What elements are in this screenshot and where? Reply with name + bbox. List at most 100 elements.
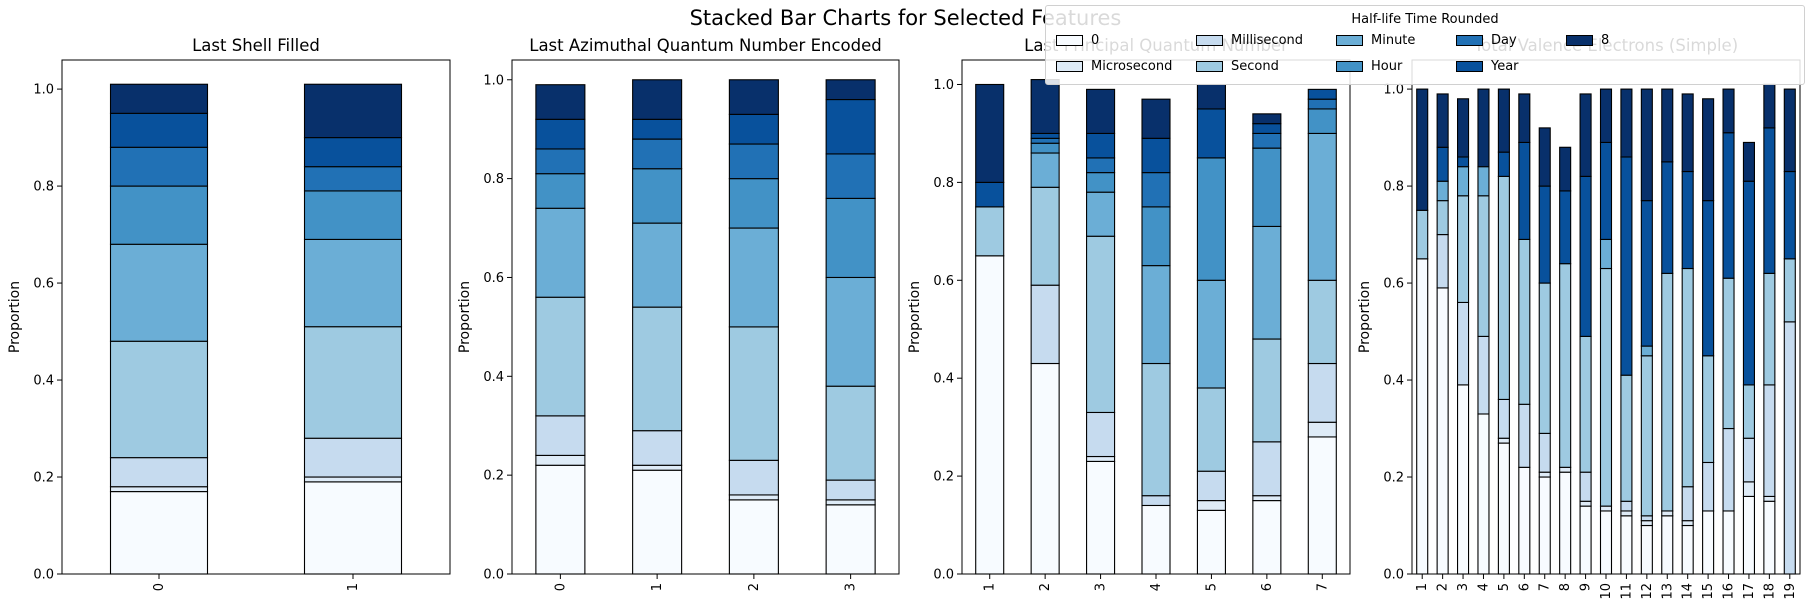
bar-segment [825, 479, 876, 501]
bar-segment [1196, 279, 1226, 389]
bar-segment [1599, 510, 1613, 575]
x-tick-label: 0 [553, 583, 568, 591]
legend-swatch [1196, 34, 1223, 46]
bar-segment [1763, 127, 1776, 274]
bar-segment [109, 491, 209, 575]
bar-segment [1141, 137, 1171, 174]
bar-segment [1252, 123, 1282, 134]
bar-segment [1477, 195, 1490, 337]
bar-segment [1457, 195, 1470, 304]
bar-segment [632, 79, 683, 120]
legend-entry: Hour [1336, 58, 1402, 74]
bar-segment [1763, 495, 1776, 502]
bar-segment [1538, 185, 1551, 284]
x-tick-label: 7 [1315, 583, 1330, 591]
bar-segment [728, 79, 779, 115]
bar-segment [1620, 88, 1633, 158]
bar-segment [1559, 146, 1572, 192]
x-tick-label: 17 [1742, 583, 1757, 600]
y-tick-label: 0.0 [1383, 568, 1404, 583]
x-tick-label: 18 [1762, 583, 1777, 600]
bar-segment [1620, 510, 1633, 517]
bar-segment [1196, 108, 1226, 159]
bar-segment [632, 430, 683, 466]
x-tick-label: 2 [747, 583, 762, 591]
bar-segment [109, 457, 209, 488]
x-tick-label: 11 [1619, 583, 1634, 600]
bar-segment [1252, 147, 1282, 227]
bar-segment [1538, 432, 1551, 473]
bar-segment [1030, 152, 1060, 188]
bar-segment [1518, 466, 1531, 575]
legend-entry: Second [1196, 58, 1279, 74]
bar-segment [825, 79, 876, 101]
bar-segment [1141, 265, 1171, 365]
bar-segment [1599, 505, 1613, 512]
bar-segment [1252, 500, 1282, 575]
bar-segment [1196, 157, 1226, 281]
legend-label: Second [1231, 58, 1279, 74]
x-tick-label: 14 [1681, 583, 1696, 600]
x-tick-label: 7 [1538, 583, 1553, 591]
bar-segment [1640, 88, 1653, 202]
bar-segment [1783, 321, 1796, 575]
bar-segment [1599, 141, 1613, 240]
y-tick-label: 0.4 [33, 374, 54, 389]
bar-segment [1086, 88, 1116, 134]
x-tick-label: 3 [1456, 583, 1471, 591]
bar-segment [1086, 455, 1116, 462]
bar-segment [1681, 93, 1694, 173]
x-tick-label: 2 [1436, 583, 1451, 591]
bar-segment [1722, 88, 1735, 134]
y-tick-label: 0.8 [483, 172, 504, 187]
y-tick-label: 0.6 [33, 277, 54, 292]
bar-segment [1783, 88, 1796, 173]
bar-segment [1030, 137, 1060, 144]
bar-segment [1252, 132, 1282, 149]
y-tick-label: 0.2 [33, 471, 54, 486]
chart-title: Last Shell Filled [192, 36, 320, 55]
bar-segment [1436, 287, 1449, 575]
bar-segment [1681, 520, 1694, 527]
y-tick-label: 0.4 [1383, 374, 1404, 389]
bar-segment [1763, 272, 1776, 386]
legend-swatch [1456, 60, 1483, 72]
bar-segment [535, 207, 586, 298]
bar-segment [1742, 141, 1755, 182]
bar-segment [632, 469, 683, 575]
y-tick-label: 0.8 [933, 176, 954, 191]
x-tick-label: 9 [1579, 583, 1594, 591]
bar-segment [1497, 437, 1510, 444]
bar-segment [728, 113, 779, 145]
bar-segment [632, 118, 683, 140]
legend-swatch [1056, 34, 1083, 46]
bar-segment [1579, 505, 1592, 575]
bar-segment [1457, 166, 1470, 197]
y-tick-label: 1.0 [483, 73, 504, 88]
y-tick-label: 1.0 [933, 78, 954, 93]
bar-segment [825, 276, 876, 387]
bar-segment [1620, 374, 1633, 502]
y-tick-label: 0.8 [1383, 180, 1404, 195]
x-tick-label: 2 [1038, 583, 1053, 591]
bar-segment [303, 326, 403, 439]
x-tick-label: 6 [1517, 583, 1532, 591]
chart-panel: 1 2 3 4 5 6 70.00.20.40.60.81.0ProportionLast … [907, 36, 1351, 591]
bar-segment [1559, 466, 1572, 473]
legend-entry: Millisecond [1196, 32, 1303, 48]
bar-segment [825, 504, 876, 575]
y-tick-label: 1.0 [1383, 83, 1404, 98]
bar-segment [1681, 486, 1694, 522]
bar-segment [1477, 88, 1490, 168]
bar-segment [975, 255, 1005, 575]
bar-segment [728, 143, 779, 180]
bar-segment [1436, 200, 1449, 236]
legend-swatch [1456, 34, 1483, 46]
bar-segment [1702, 200, 1715, 357]
bar-segment [1661, 161, 1674, 274]
x-tick-label: 12 [1640, 583, 1655, 600]
legend-entry: Minute [1336, 32, 1415, 48]
bar-segment [1518, 238, 1531, 405]
bar-segment [1783, 170, 1796, 260]
